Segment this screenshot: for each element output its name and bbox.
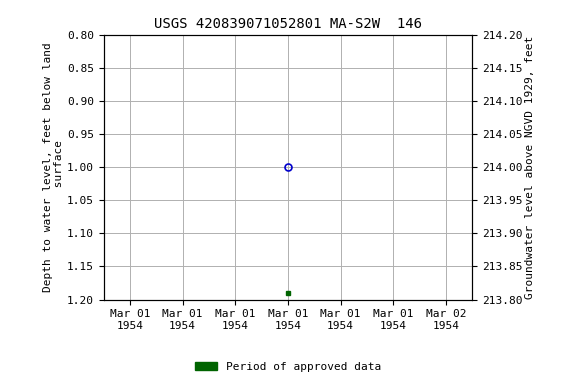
Y-axis label: Depth to water level, feet below land
 surface: Depth to water level, feet below land su… <box>43 42 64 292</box>
Title: USGS 420839071052801 MA-S2W  146: USGS 420839071052801 MA-S2W 146 <box>154 17 422 31</box>
Y-axis label: Groundwater level above NGVD 1929, feet: Groundwater level above NGVD 1929, feet <box>525 35 535 299</box>
Legend: Period of approved data: Period of approved data <box>191 358 385 377</box>
